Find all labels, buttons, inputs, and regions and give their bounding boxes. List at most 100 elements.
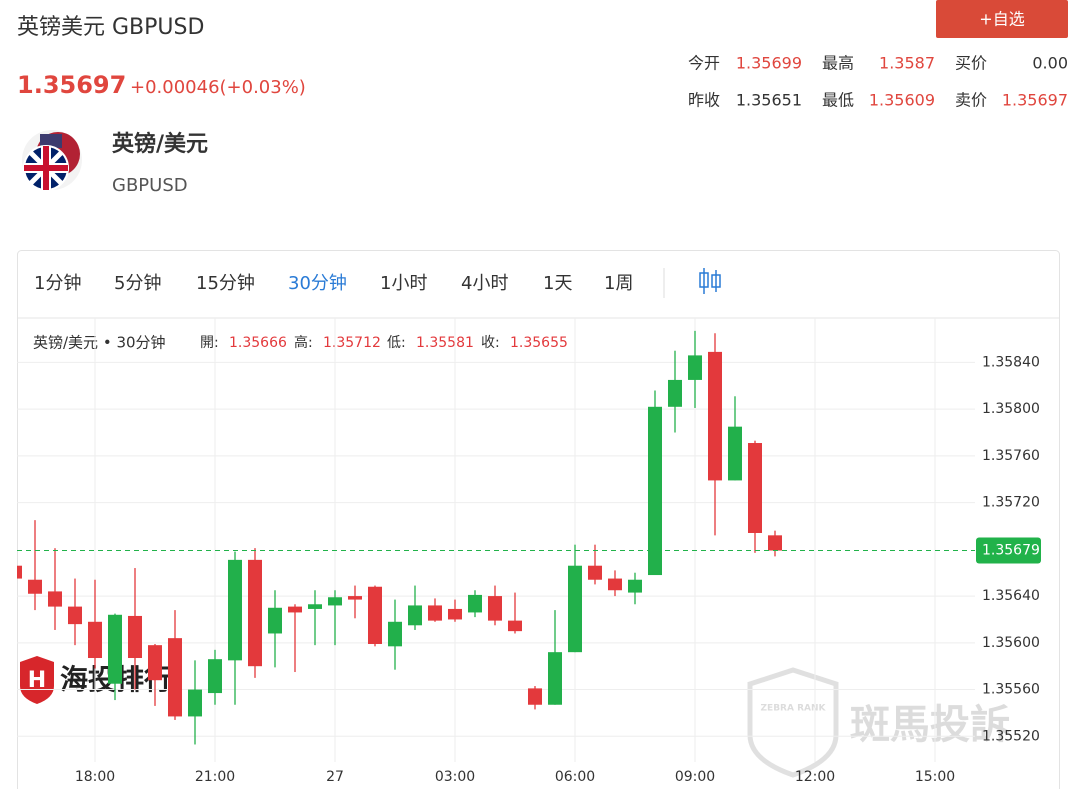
chart-panel	[17, 250, 1060, 789]
candle-body	[388, 621, 402, 647]
y-tick-label: 1.35800	[982, 401, 1040, 417]
add-button[interactable]	[936, 0, 1068, 38]
candle-body	[328, 597, 342, 606]
x-tick-label: 27	[326, 769, 344, 785]
legend-value: 1.35655	[510, 335, 568, 351]
candle-body	[28, 579, 42, 594]
quote-label: 今开	[688, 54, 720, 73]
y-tick-label: 1.35760	[982, 448, 1040, 464]
x-tick-label: 03:00	[435, 769, 475, 785]
interval-tab[interactable]: 30分钟	[288, 273, 347, 294]
last-price-box	[976, 537, 1041, 564]
x-tick-label: 15:00	[915, 769, 955, 785]
y-tick-label: 1.35640	[982, 588, 1040, 604]
candle-body	[148, 645, 162, 681]
candle-body	[748, 443, 762, 533]
candle-body	[48, 591, 62, 607]
x-tick-label: 21:00	[195, 769, 235, 785]
candle-body	[468, 594, 482, 613]
candle-body	[368, 586, 382, 644]
candle-body	[348, 596, 362, 600]
quote-value: 0.00	[1032, 54, 1068, 73]
interval-tab[interactable]: 1周	[604, 273, 633, 294]
interval-tab[interactable]: 1分钟	[34, 273, 81, 294]
candle-body	[648, 406, 662, 576]
y-tick-label: 1.35600	[982, 635, 1040, 651]
watermark-right: ZEBRA RANK 斑馬投訴	[747, 667, 1010, 778]
legend-label: 收:	[481, 335, 500, 351]
candle-body	[188, 689, 202, 717]
pair-name: 英镑/美元	[112, 131, 208, 157]
candle-body	[688, 355, 702, 380]
candle-body	[568, 565, 582, 653]
svg-text:H: H	[28, 668, 46, 693]
candle-body	[768, 535, 782, 551]
interval-tab[interactable]: 1天	[543, 273, 572, 294]
y-tick-label: 1.35560	[982, 682, 1040, 698]
pair-code: GBPUSD	[112, 175, 188, 196]
candle-body	[68, 606, 82, 625]
legend-title: 英镑/美元 • 30分钟	[33, 334, 166, 352]
watermark-text: 斑馬投訴	[850, 702, 1010, 748]
candle-body	[488, 596, 502, 621]
quote-value: 1.35699	[736, 54, 802, 73]
candle-body	[17, 565, 22, 579]
candle-body	[508, 620, 522, 632]
quote-value: 1.35609	[869, 91, 935, 110]
page-title: 英镑美元 GBPUSD	[17, 15, 204, 40]
interval-tab[interactable]: 15分钟	[196, 273, 255, 294]
y-tick-label: 1.35840	[982, 354, 1040, 370]
x-tick-label: 12:00	[795, 769, 835, 785]
candle-body	[608, 578, 622, 591]
interval-tab[interactable]: 5分钟	[114, 273, 161, 294]
price: 1.35697	[17, 71, 126, 99]
candle-body	[248, 559, 262, 667]
legend-value: 1.35712	[323, 335, 381, 351]
watermark-text: ZEBRA RANK	[761, 704, 827, 714]
candle-body	[708, 351, 722, 481]
candle-body	[428, 605, 442, 621]
candle-body	[548, 652, 562, 705]
quote-value: 1.3587	[879, 54, 935, 73]
candle-body	[228, 559, 242, 661]
legend-label: 開:	[200, 335, 219, 351]
candle-body	[408, 605, 422, 626]
legend-label: 低:	[387, 335, 406, 351]
candle-body	[268, 607, 282, 634]
interval-tab[interactable]: 1小时	[380, 273, 427, 294]
candle-body	[528, 688, 542, 705]
candle-body	[308, 604, 322, 609]
candle-body	[88, 621, 102, 659]
legend-value: 1.35666	[229, 335, 287, 351]
candle-body	[588, 565, 602, 580]
y-tick-label: 1.35720	[982, 495, 1040, 511]
last-price-label: 1.35679	[982, 543, 1040, 559]
quote-value: 1.35697	[1002, 91, 1068, 110]
x-tick-label: 09:00	[675, 769, 715, 785]
candle-body	[448, 608, 462, 620]
plot-area	[17, 330, 782, 745]
quote-value: 1.35651	[736, 91, 802, 110]
quote-label: 昨收	[688, 91, 720, 110]
candle-body	[208, 659, 222, 694]
candle-body	[668, 379, 682, 407]
x-tick-label: 18:00	[75, 769, 115, 785]
flag-icon	[22, 130, 82, 191]
candle-body	[168, 638, 182, 717]
legend-label: 高:	[294, 334, 313, 351]
price-change: +0.00046(+0.03%)	[130, 77, 306, 98]
candle-body	[288, 606, 302, 613]
add-button-label[interactable]: +自选	[979, 10, 1024, 29]
quote-label: 买价	[955, 54, 987, 73]
chart-type-icon[interactable]	[699, 268, 721, 294]
candle-body	[628, 579, 642, 593]
quote-label: 卖价	[955, 91, 987, 110]
quote-label: 最高	[822, 54, 854, 73]
candle-body	[728, 426, 742, 481]
legend-value: 1.35581	[416, 335, 474, 351]
y-tick-label: 1.35520	[982, 728, 1040, 744]
quote-label: 最低	[822, 91, 854, 110]
interval-tab[interactable]: 4小时	[461, 273, 508, 294]
x-tick-label: 06:00	[555, 769, 595, 785]
